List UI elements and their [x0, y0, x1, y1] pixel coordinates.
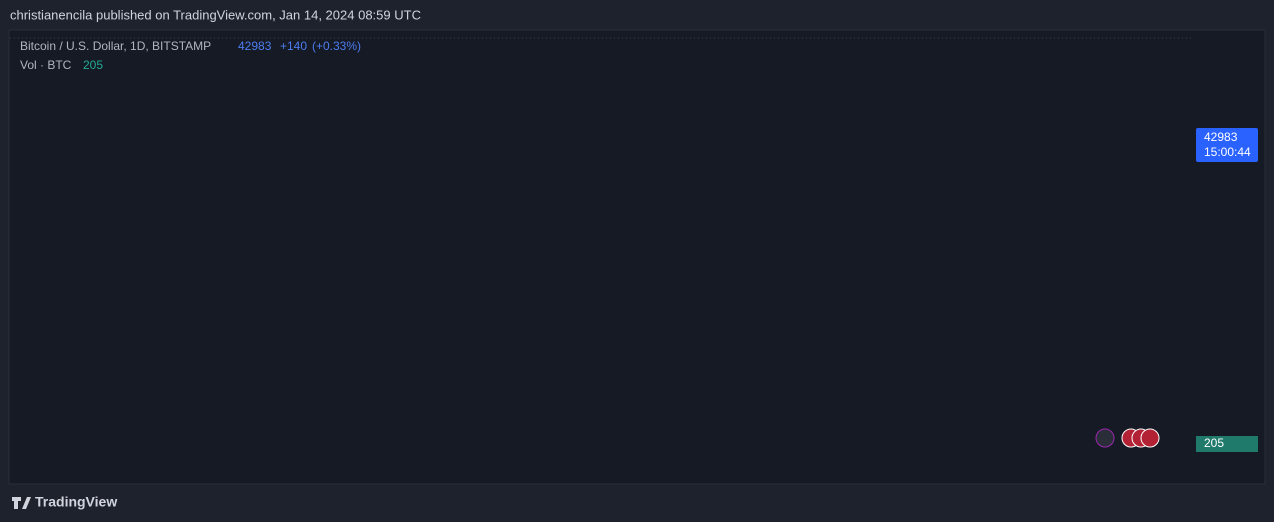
price-tag-countdown: 15:00:44: [1204, 145, 1251, 159]
volume-legend-value: 205: [83, 58, 103, 72]
event-icon[interactable]: [1140, 428, 1160, 448]
publisher: christianencila published on TradingView…: [10, 7, 421, 22]
volume-tag-value: 205: [1204, 436, 1224, 450]
brand-logo: [12, 497, 31, 509]
volume-tag: [1196, 436, 1258, 452]
volume-legend: Vol · BTC: [20, 58, 72, 72]
event-icon[interactable]: [1095, 428, 1115, 448]
chart-pane: [8, 29, 1266, 485]
legend-last: 42983: [238, 39, 272, 53]
brand: TradingView: [35, 494, 117, 510]
price-tag: [1196, 128, 1258, 162]
chart-title: Bitcoin / U.S. Dollar, 1D, BITSTAMP: [20, 39, 211, 53]
legend-change-percent: (+0.33%): [312, 39, 361, 53]
legend-change: +140: [280, 39, 307, 53]
price-tag-value: 42983: [1204, 130, 1238, 144]
